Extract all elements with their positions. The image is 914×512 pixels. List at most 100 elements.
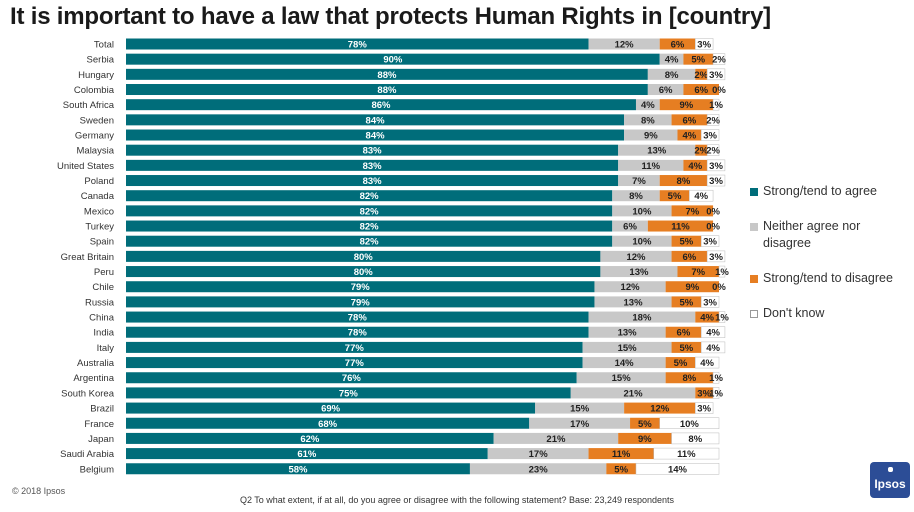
chart-title: It is important to have a law that prote… [10, 3, 771, 30]
bar-segment-dontknow [706, 174, 726, 187]
legend-label-dontknow: Don't know [763, 306, 825, 320]
bar-segment-dontknow [706, 114, 720, 126]
data-label-dontknow: 3% [703, 131, 717, 142]
data-label-neither: 9% [644, 131, 658, 142]
bar-segment-neither [487, 448, 589, 460]
bar-segment-agree [126, 448, 488, 460]
bar-segment-disagree [671, 205, 714, 217]
data-label-disagree: 6% [671, 40, 685, 51]
bar-segment-disagree [659, 99, 714, 111]
stacked-bar-chart: Total 78% 12% 6% 3%Serbia 90% 4% 5% 2%Hungary 88%… [57, 38, 729, 475]
bar-segment-agree [126, 84, 648, 96]
bar-segment-disagree [624, 402, 696, 414]
data-label-disagree: 8% [682, 373, 696, 384]
legend-item-agree: Strong/tend to agree [750, 183, 910, 200]
bar-segment-agree [126, 341, 583, 353]
legend-item-dontknow: Don't know [750, 305, 910, 322]
data-label-disagree: 5% [638, 419, 652, 430]
category-label: Serbia [87, 55, 115, 66]
data-label-agree: 58% [288, 464, 308, 475]
bar-segment-neither [576, 372, 666, 384]
logo-mark [888, 467, 893, 472]
data-label-agree: 83% [363, 161, 383, 172]
bar-segment-agree [126, 114, 625, 126]
bar-segment-agree [126, 402, 536, 414]
data-label-agree: 82% [360, 206, 380, 217]
bar-segment-disagree [671, 341, 702, 353]
data-label-agree: 83% [363, 176, 383, 187]
data-label-dontknow: 8% [688, 434, 702, 445]
legend-swatch-neither [750, 223, 758, 231]
bar-segment-neither [588, 311, 696, 323]
bar-segment-disagree [671, 250, 708, 262]
category-label: India [93, 328, 114, 339]
bar-segment-agree [126, 38, 589, 50]
category-label: Great Britain [61, 252, 114, 263]
legend-item-disagree: Strong/tend to disagree [750, 270, 910, 287]
data-label-neither: 12% [621, 282, 641, 293]
data-label-neither: 23% [529, 464, 549, 475]
logo-text: Ipsos [874, 477, 906, 491]
bar-segment-disagree [618, 432, 672, 444]
data-label-dontknow: 3% [709, 252, 723, 263]
data-label-disagree: 5% [614, 464, 628, 475]
data-label-disagree: 5% [680, 237, 694, 248]
bar-segment-dontknow [700, 129, 720, 141]
data-label-neither: 8% [629, 191, 643, 202]
data-label-neither: 6% [659, 85, 673, 96]
bar-segment-agree [126, 99, 636, 111]
data-label-dontknow: 0% [712, 282, 726, 293]
bar-segment-disagree [671, 296, 702, 308]
data-label-disagree: 6% [682, 115, 696, 126]
legend-swatch-dontknow [750, 310, 758, 318]
bar-segment-neither [582, 357, 666, 369]
bar-segment-dontknow [706, 159, 726, 172]
bar-segment-neither [618, 175, 660, 187]
copyright: © 2018 Ipsos [12, 486, 66, 496]
bar-segment-agree [126, 296, 595, 308]
data-label-neither: 6% [623, 222, 637, 233]
bar-segment-dontknow [700, 235, 720, 247]
data-label-disagree: 4% [682, 131, 696, 142]
data-label-neither: 7% [632, 176, 646, 187]
legend-swatch-disagree [750, 275, 758, 283]
data-label-neither: 18% [632, 313, 652, 324]
data-label-disagree: 8% [677, 176, 691, 187]
data-label-neither: 17% [529, 449, 549, 460]
bar-segment-agree [126, 205, 613, 217]
data-label-disagree: 6% [682, 252, 696, 263]
data-label-neither: 13% [647, 146, 667, 157]
data-label-dontknow: 1% [715, 313, 729, 324]
bar-segment-dontknow [671, 432, 720, 445]
data-label-agree: 86% [371, 100, 391, 111]
bar-segment-disagree [677, 129, 702, 141]
bar-segment-disagree [695, 387, 714, 399]
data-label-disagree: 6% [677, 328, 691, 339]
data-label-disagree: 12% [650, 404, 670, 415]
bar-segment-neither [612, 235, 672, 247]
data-label-agree: 82% [360, 222, 380, 233]
data-label-dontknow: 2% [706, 146, 720, 157]
category-label: Canada [81, 191, 115, 202]
bar-segment-neither [647, 68, 696, 80]
bar-segment-disagree [677, 266, 719, 278]
bar-segment-agree [126, 281, 595, 293]
footnote: Q2 To what extent, if at all, do you agr… [239, 495, 675, 505]
category-label: Malaysia [77, 146, 115, 157]
bar-segment-agree [126, 53, 660, 65]
bar-segment-agree [126, 250, 601, 262]
category-label: Poland [84, 176, 114, 187]
bar-segment-dontknow [706, 144, 720, 156]
data-label-agree: 78% [348, 40, 368, 51]
bar-segment-neither [624, 114, 672, 126]
bar-segment-agree [126, 129, 625, 141]
bar-segment-neither [594, 296, 672, 308]
data-label-dontknow: 4% [700, 358, 714, 369]
data-label-agree: 83% [363, 146, 383, 157]
bar-segment-disagree [671, 114, 708, 126]
data-label-neither: 13% [618, 328, 638, 339]
data-label-dontknow: 3% [697, 404, 711, 415]
bar-segment-dontknow [700, 341, 726, 354]
data-label-disagree: 9% [680, 100, 694, 111]
bar-segment-disagree [695, 144, 708, 156]
